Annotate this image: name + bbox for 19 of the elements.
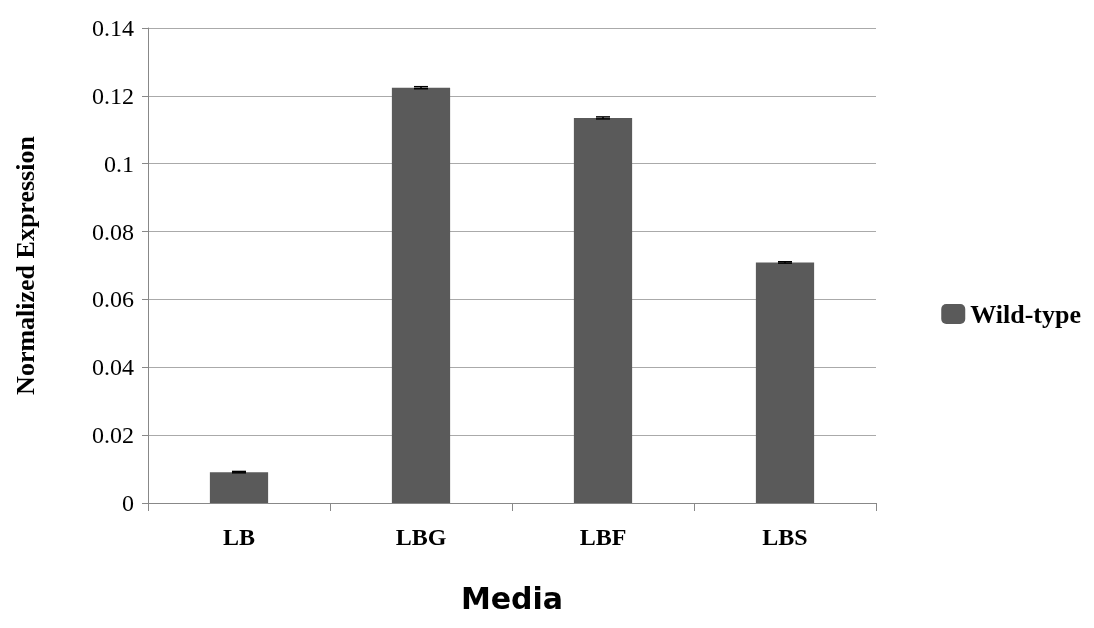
y-tick-label: 0.06 [92,286,134,313]
x-tick-label: LBG [395,524,447,550]
bar [209,472,269,503]
x-tick-label: LB [222,524,256,550]
y-axis-title: Normalized Expression [10,135,40,395]
y-tick-label: 0.12 [92,82,134,109]
y-tick-label: 0.02 [92,422,134,449]
y-tick-label: 0 [122,490,134,516]
bar [755,262,815,503]
x-tick-label: LBF [579,524,627,550]
y-tick-label: 0.04 [92,354,134,381]
bar [573,117,633,503]
legend-label: Wild-type [970,299,1082,329]
y-tick-label: 0.08 [92,218,134,245]
y-tick-label: 0.1 [104,150,134,177]
x-tick-label: LBS [762,524,808,550]
x-axis-title: Media [460,580,564,616]
bar [391,87,451,503]
y-tick-label: 0.14 [92,15,134,41]
